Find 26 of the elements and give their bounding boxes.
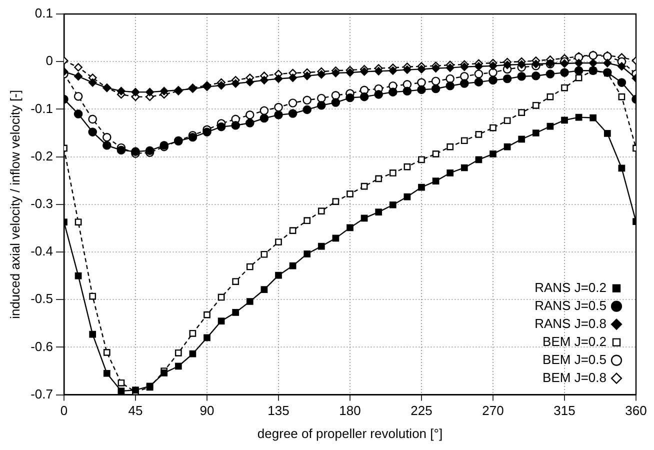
y-tick-label: -0.7 <box>30 386 53 402</box>
x-tick-label: 45 <box>128 403 143 418</box>
x-tick-label: 225 <box>410 403 432 418</box>
legend-label: RANS J=0.5 <box>534 298 606 313</box>
y-tick-label: -0.6 <box>30 338 53 354</box>
x-tick-label: 270 <box>482 403 504 418</box>
legend-label: RANS J=0.8 <box>534 316 606 331</box>
y-tick-label: 0 <box>46 53 53 68</box>
y-tick-label: -0.5 <box>30 291 53 306</box>
y-tick-label: 0.1 <box>34 6 53 21</box>
legend-label: BEM J=0.5 <box>542 352 606 367</box>
x-tick-label: 135 <box>268 403 290 418</box>
x-tick-label: 90 <box>200 403 214 418</box>
y-tick-label: -0.2 <box>30 148 53 164</box>
y-tick-label: -0.1 <box>30 100 53 116</box>
y-tick-label: -0.4 <box>30 244 53 259</box>
x-tick-label: 315 <box>554 403 576 418</box>
y-tick-label: -0.3 <box>30 196 53 211</box>
x-tick-label: 0 <box>60 403 68 418</box>
legend-label: BEM J=0.8 <box>542 370 606 385</box>
legend-label: RANS J=0.2 <box>534 280 606 295</box>
legend-label: BEM J=0.2 <box>542 334 606 349</box>
x-axis-title: degree of propeller revolution [°] <box>257 426 443 441</box>
x-tick-label: 180 <box>339 403 361 418</box>
y-axis-title: induced axial velocity / inflow velocity [-] <box>7 90 22 319</box>
x-tick-label: 360 <box>625 403 647 418</box>
